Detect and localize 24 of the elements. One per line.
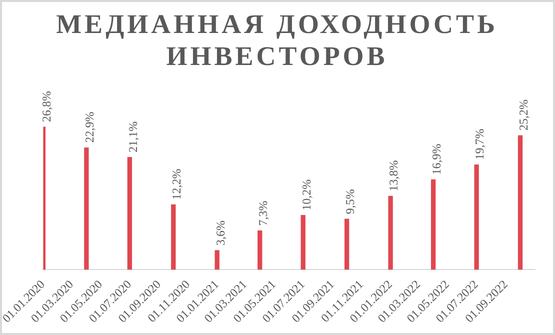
bar: [171, 204, 176, 270]
data-label: 13,8%: [386, 160, 401, 192]
data-label: 3,6%: [213, 220, 228, 246]
bar: [127, 157, 132, 270]
data-label: 16,9%: [429, 144, 444, 175]
data-label: 10,2%: [299, 179, 314, 210]
bar: [258, 230, 262, 270]
bar: [518, 135, 523, 270]
bar: [214, 250, 220, 270]
data-label: 9,5%: [342, 189, 357, 214]
bar: [84, 147, 89, 270]
data-label: 22,9%: [82, 112, 97, 143]
data-label: 12,2%: [170, 168, 184, 200]
data-label: 25,2%: [516, 100, 530, 131]
data-label: 21,1%: [126, 121, 140, 152]
bar: [300, 215, 306, 270]
chart-title: МЕДИАННАЯ ДОХОДНОСТЬ ИНВЕСТОРОВ: [55, 8, 499, 72]
bar: [474, 164, 479, 270]
data-label: 26,8%: [39, 91, 54, 122]
data-label: 19,7%: [472, 128, 487, 160]
bar: [430, 179, 436, 270]
data-label: 7,3%: [256, 200, 270, 226]
bar: [388, 196, 393, 270]
bar: [344, 218, 350, 270]
